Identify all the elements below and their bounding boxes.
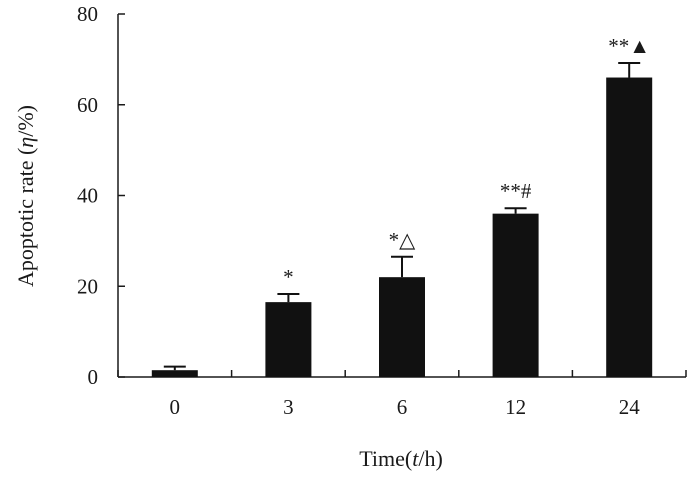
x-tick-label: 6 (397, 395, 408, 419)
bar (151, 370, 198, 377)
x-tick-label: 12 (505, 395, 526, 419)
y-tick-label: 60 (77, 93, 98, 117)
significance-annotations: * *△ **# **▲ (283, 34, 650, 289)
significance-marker: *△ (389, 228, 417, 252)
x-tick-label: 24 (619, 395, 641, 419)
significance-marker: **▲ (608, 34, 650, 58)
x-tick-label: 0 (170, 395, 181, 419)
x-tick-label: 3 (283, 395, 294, 419)
y-axis-title: Apoptotic rate (η/%) (13, 105, 38, 287)
bar (265, 302, 312, 377)
y-tick-label: 80 (77, 2, 98, 26)
y-tick-label: 0 (88, 365, 99, 389)
bar (606, 77, 653, 378)
error-bars (163, 62, 641, 371)
y-tick-label: 40 (77, 184, 98, 208)
significance-marker: * (283, 265, 294, 289)
y-tick-label: 20 (77, 274, 98, 298)
bar (379, 277, 425, 377)
tick-labels: 0 20 40 60 80 0 3 6 12 24 (77, 2, 640, 419)
bars (151, 77, 653, 378)
bar (492, 213, 539, 377)
significance-marker: **# (500, 179, 532, 203)
x-axis-title: Time(t/h) (359, 446, 443, 471)
